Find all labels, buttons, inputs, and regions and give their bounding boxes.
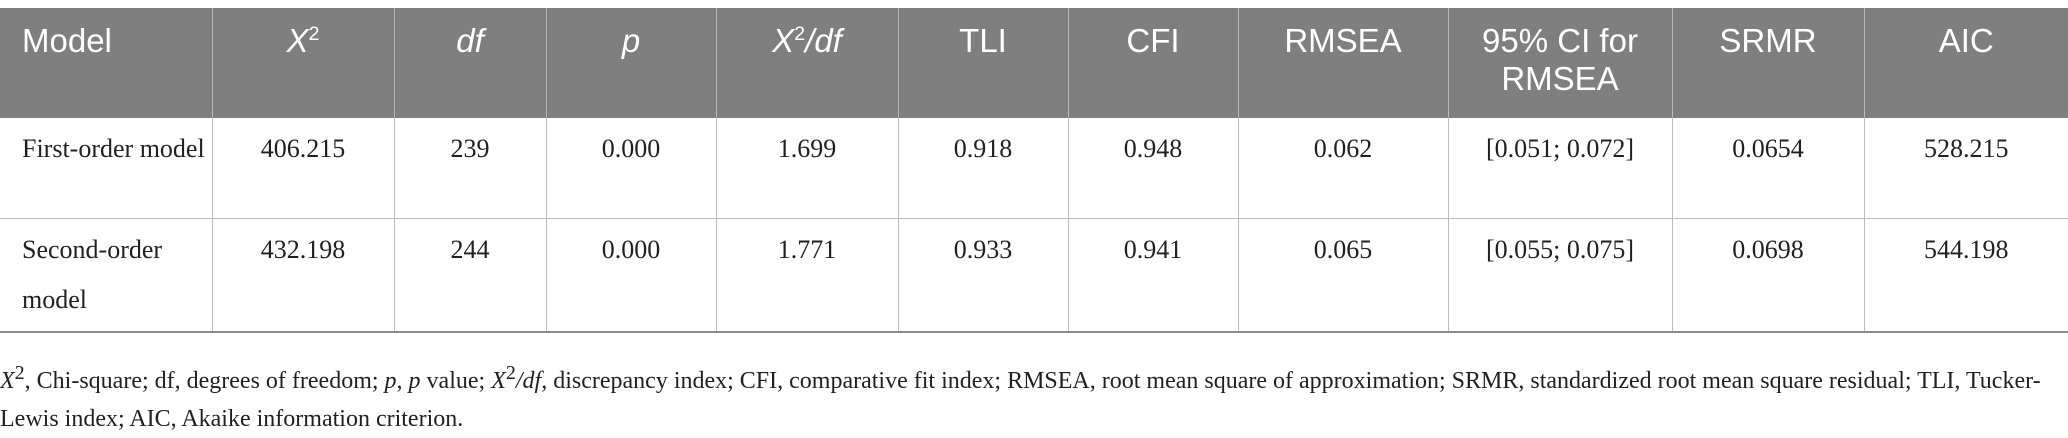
column-header-label: TLI: [959, 22, 1007, 59]
column-header-rmsea: RMSEA: [1237, 8, 1448, 118]
footnote-chi-symbol: X: [0, 368, 15, 394]
cell-chi2df: 1.699: [715, 118, 898, 219]
cell-df: 239: [393, 118, 546, 219]
table-body: First-order model 406.215 239 0.000 1.699 0.9…: [0, 118, 2068, 333]
footnote-chi-sup-2: 2: [505, 362, 516, 384]
footnote-text-4: , discrepancy index; CFI, comparative fi…: [0, 368, 2041, 432]
column-header-ci: 95% CI for RMSEA: [1447, 8, 1672, 118]
cell-model: Second-order model: [0, 218, 212, 333]
cell-rmsea: 0.062: [1237, 118, 1448, 219]
cell-cfi: 0.948: [1067, 118, 1238, 219]
footnote-p-2: p: [408, 368, 421, 394]
cell-chi2: 432.198: [211, 218, 394, 333]
column-header-label: df: [456, 22, 484, 59]
column-header-label: AIC: [1938, 22, 1994, 59]
column-header-label: SRMR: [1719, 22, 1817, 59]
column-header-tli: TLI: [897, 8, 1068, 118]
footnote-text-2: ,: [396, 368, 409, 394]
cell-ci: [0.055; 0.075]: [1447, 218, 1672, 333]
footnote-chi-sup: 2: [14, 362, 25, 384]
column-header-label: RMSEA: [1284, 22, 1402, 59]
table-footnote: X2, Chi-square; df, degrees of freedom; …: [0, 354, 2060, 438]
cell-p: 0.000: [545, 118, 716, 219]
cell-tli: 0.918: [897, 118, 1068, 219]
cell-df: 244: [393, 218, 546, 333]
column-header-label: CFI: [1126, 22, 1180, 59]
table-row: First-order model 406.215 239 0.000 1.699 0.9…: [0, 118, 2068, 219]
table-row: Second-order model 432.198 244 0.000 1.771 0.…: [0, 218, 2068, 333]
column-header-label: X: [772, 22, 795, 59]
column-header-label: X: [286, 22, 309, 59]
column-header-chi2: X2: [211, 8, 394, 118]
footnote-text-3: value;: [420, 368, 492, 394]
cell-aic: 544.198: [1863, 218, 2068, 333]
footnote-chi-symbol-2: X: [491, 368, 506, 394]
cell-chi2: 406.215: [211, 118, 394, 219]
header-row: Model X2 df p X2/df TLI CFI RMSEA 95% CI for RMS…: [0, 8, 2068, 118]
cell-aic: 528.215: [1863, 118, 2068, 219]
footnote-p-1: p: [384, 368, 397, 394]
column-header-aic: AIC: [1863, 8, 2068, 118]
column-header-p: p: [545, 8, 716, 118]
cell-tli: 0.933: [897, 218, 1068, 333]
column-header-cfi: CFI: [1067, 8, 1238, 118]
column-header-chi2df: X2/df: [715, 8, 898, 118]
column-header-model: Model: [0, 8, 212, 118]
column-header-label: p: [621, 22, 641, 59]
cell-srmr: 0.0654: [1671, 118, 1864, 219]
column-header-df: df: [393, 8, 546, 118]
cell-cfi: 0.941: [1067, 218, 1238, 333]
column-header-sup: 2: [308, 23, 320, 45]
cell-model: First-order model: [0, 118, 212, 219]
footnote-text-1: , Chi-square; df, degrees of freedom;: [24, 368, 385, 394]
column-header-sup: 2: [794, 23, 806, 45]
fit-indices-table-container: Model X2 df p X2/df TLI CFI RMSEA 95% CI for RMS…: [0, 8, 2068, 333]
cell-rmsea: 0.065: [1237, 218, 1448, 333]
fit-indices-table: Model X2 df p X2/df TLI CFI RMSEA 95% CI for RMS…: [0, 8, 2068, 333]
column-header-label: 95% CI for RMSEA: [1482, 22, 1638, 97]
table-header: Model X2 df p X2/df TLI CFI RMSEA 95% CI for RMS…: [0, 8, 2068, 118]
footnote-slash-df: /df: [515, 368, 542, 394]
cell-p: 0.000: [545, 218, 716, 333]
column-header-label: Model: [22, 22, 112, 59]
cell-chi2df: 1.771: [715, 218, 898, 333]
column-header-suffix: /df: [805, 22, 842, 59]
cell-ci: [0.051; 0.072]: [1447, 118, 1672, 219]
cell-srmr: 0.0698: [1671, 218, 1864, 333]
column-header-srmr: SRMR: [1671, 8, 1864, 118]
